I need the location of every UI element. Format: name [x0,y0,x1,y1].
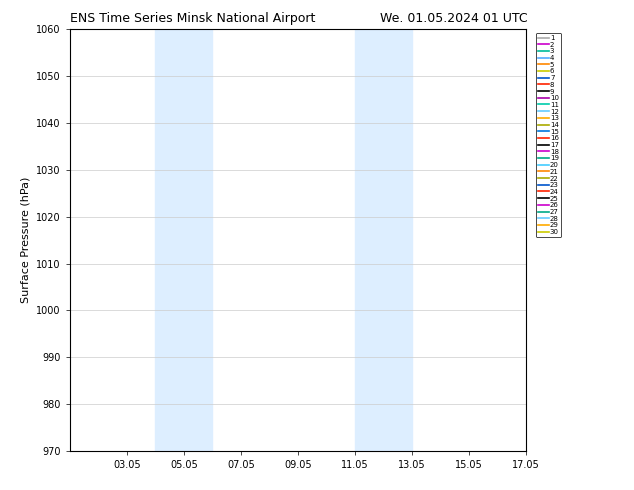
Text: We. 01.05.2024 01 UTC: We. 01.05.2024 01 UTC [380,12,528,25]
Text: ENS Time Series Minsk National Airport: ENS Time Series Minsk National Airport [70,12,315,25]
Bar [155,29,212,451]
Legend: 1, 2, 3, 4, 5, 6, 7, 8, 9, 10, 11, 12, 13, 14, 15, 16, 17, 18, 19, 20, 21, 22, 2: 1, 2, 3, 4, 5, 6, 7, 8, 9, 10, 11, 12, 1… [536,33,561,237]
Y-axis label: Surface Pressure (hPa): Surface Pressure (hPa) [20,177,30,303]
Bar [355,29,412,451]
